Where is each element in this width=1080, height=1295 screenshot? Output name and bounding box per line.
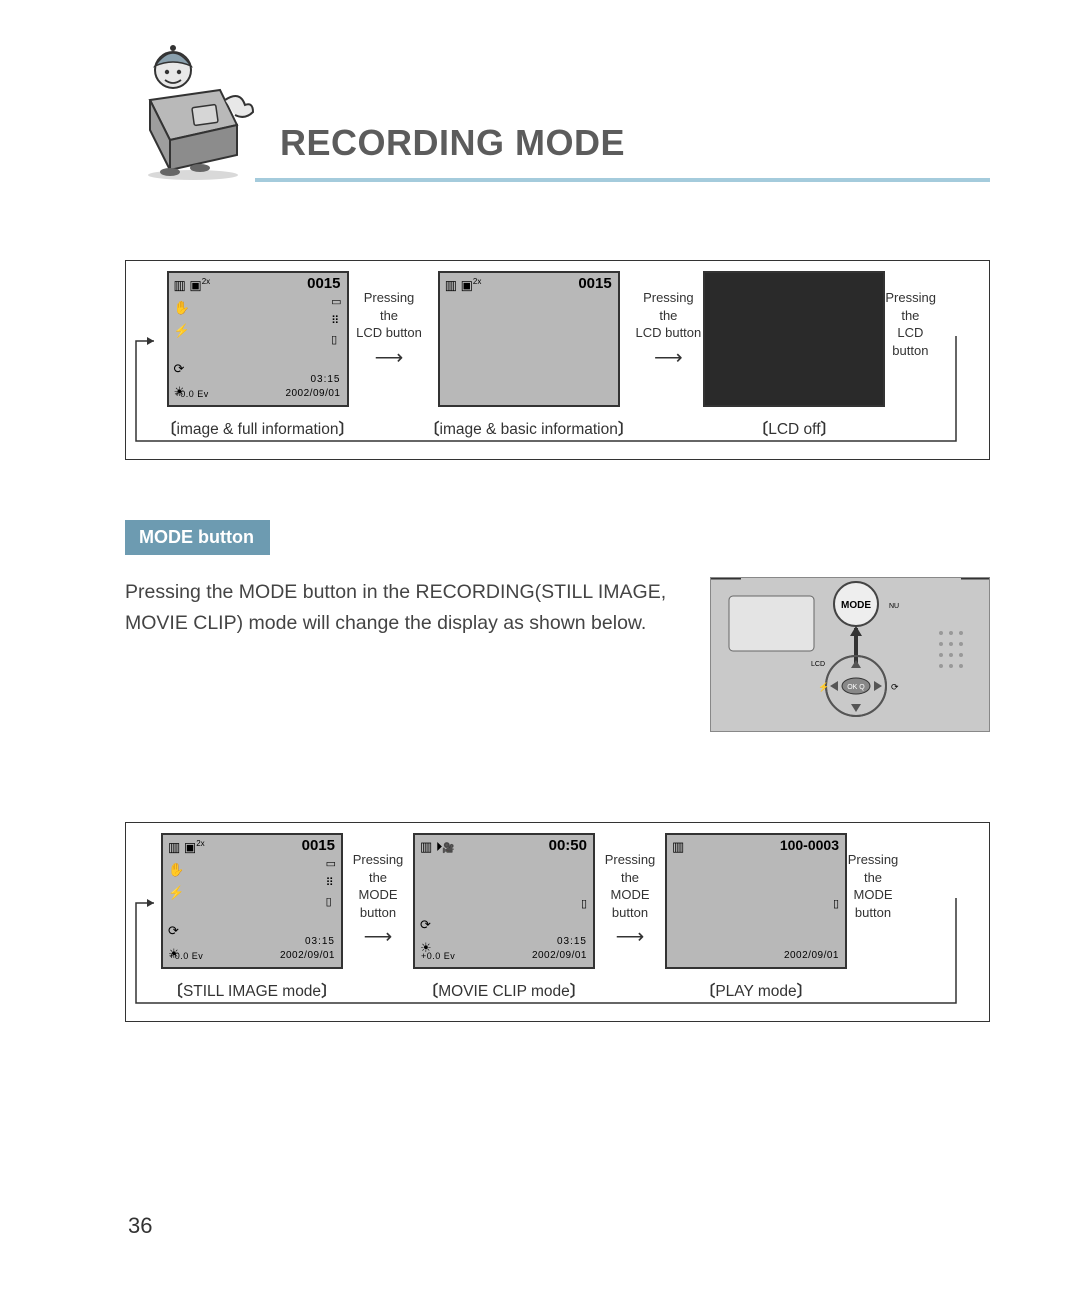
time-value: 03:15 <box>305 936 335 947</box>
battery-icon: ▥ ▣2x <box>445 277 482 293</box>
ev-value: +0.0 Ev <box>421 951 455 961</box>
svg-text:⚡: ⚡ <box>818 681 829 693</box>
time-value: 03:15 <box>557 936 587 947</box>
counter-value: 0015 <box>302 837 335 854</box>
battery-icon: ▥ ⏵🎥 <box>420 839 455 855</box>
card-icon: ▯ <box>331 333 341 346</box>
quality-icon: ⠿ <box>326 876 336 889</box>
flash-icon: ⚡ <box>174 323 211 339</box>
title-underline <box>255 178 990 182</box>
arrow-label: Pressing the LCD button <box>885 271 935 359</box>
mode-screen-still: ▥ ▣2x ✋ ⚡ ⟳ ☀ 0015 ▭ ⠿ ▯ 03:15 2002/09/0 <box>161 833 343 1001</box>
screen-caption: 〔MOVIE CLIP mode〕 <box>423 979 586 1001</box>
quality-icon: ⠿ <box>331 314 341 327</box>
date-value: 2002/09/01 <box>784 950 839 961</box>
arrow-label: Pressing the MODE button ⟶ <box>595 833 665 947</box>
card-icon: ▯ <box>581 897 587 910</box>
size-icon: ▭ <box>326 857 336 870</box>
page-title: RECORDING MODE <box>280 122 625 164</box>
date-value: 2002/09/01 <box>280 950 335 961</box>
arrow-right-icon: ⟶ <box>633 348 703 368</box>
timer-icon: ⟳ <box>168 923 205 939</box>
ev-value: +0.0 Ev <box>175 389 209 399</box>
lcd-screen-full: ▥ ▣2x ✋ ⚡ ⟳ ☀ 0015 ▭ ⠿ ▯ 03:15 2002/09/0 <box>161 271 354 439</box>
svg-text:NU: NU <box>889 603 899 610</box>
arrow-right-icon: ⟶ <box>343 927 413 947</box>
arrow-label: Pressing the MODE button <box>847 833 899 921</box>
svg-text:⟳: ⟳ <box>891 682 899 692</box>
lcd-cycle-diagram: ▥ ▣2x ✋ ⚡ ⟳ ☀ 0015 ▭ ⠿ ▯ 03:15 2002/09/0 <box>125 260 990 460</box>
arrow-right-icon: ⟶ <box>595 927 665 947</box>
screen-caption: 〔image & full information〕 <box>161 417 354 439</box>
date-value: 2002/09/01 <box>285 388 340 399</box>
ev-value: +0.0 Ev <box>169 951 203 961</box>
arrow-label: Pressing the LCD button ⟶ <box>354 271 424 368</box>
battery-icon: ▥ ▣2x ✋ ⚡ ⟳ ☀ <box>174 277 211 400</box>
battery-icon: ▥ <box>672 839 684 855</box>
hand-icon: ✋ <box>174 300 211 316</box>
screen-caption: 〔image & basic information〕 <box>424 417 633 439</box>
mode-label: MODE <box>841 600 871 611</box>
mode-button-section: MODE button Pressing the MODE button in … <box>125 520 990 732</box>
time-value: 03:15 <box>310 374 340 385</box>
camera-illustration: MODE OK Q ⚡ ⟳ LCD NU <box>710 577 990 732</box>
counter-value: 100-0003 <box>780 837 839 853</box>
size-icon: ▭ <box>331 295 341 308</box>
date-value: 2002/09/01 <box>532 950 587 961</box>
counter-value: 0015 <box>307 275 340 292</box>
card-icon: ▯ <box>833 897 839 910</box>
mode-button-description: Pressing the MODE button in the RECORDIN… <box>125 577 682 639</box>
arrow-label: Pressing the LCD button ⟶ <box>633 271 703 368</box>
arrow-label: Pressing the MODE button ⟶ <box>343 833 413 947</box>
page-header: RECORDING MODE <box>125 30 990 185</box>
page-number: 36 <box>128 1213 152 1239</box>
mode-screen-movie: ▥ ⏵🎥 ⟳ ☀ 00:50 ▯ 03:15 2002/09/01 +0.0 E… <box>413 833 595 1001</box>
screen-caption: 〔STILL IMAGE mode〕 <box>167 979 336 1001</box>
mode-cycle-diagram: ▥ ▣2x ✋ ⚡ ⟳ ☀ 0015 ▭ ⠿ ▯ 03:15 2002/09/0 <box>125 822 990 1022</box>
screen-caption: 〔LCD off〕 <box>753 417 836 439</box>
counter-value: 0015 <box>578 275 611 292</box>
svg-text:LCD: LCD <box>811 661 825 668</box>
battery-icon: ▥ ▣2x <box>168 839 205 855</box>
mode-button-heading: MODE button <box>125 520 270 555</box>
lcd-screen-off: 〔LCD off〕 <box>703 271 885 439</box>
arrow-right-icon: ⟶ <box>354 348 424 368</box>
hand-icon: ✋ <box>168 862 205 878</box>
screen-caption: 〔PLAY mode〕 <box>700 979 812 1001</box>
lcd-screen-basic: ▥ ▣2x 0015 〔image & basic information〕 <box>424 271 633 439</box>
counter-value: 00:50 <box>549 837 587 854</box>
mode-screen-play: ▥ 100-0003 ▯ 2002/09/01 〔PLAY mode〕 <box>665 833 847 1001</box>
flash-icon: ⚡ <box>168 885 205 901</box>
svg-text:OK Q: OK Q <box>847 684 865 691</box>
timer-icon: ⟳ <box>420 917 455 933</box>
mascot-illustration <box>125 30 260 180</box>
card-icon: ▯ <box>326 895 336 908</box>
timer-icon: ⟳ <box>174 361 211 377</box>
